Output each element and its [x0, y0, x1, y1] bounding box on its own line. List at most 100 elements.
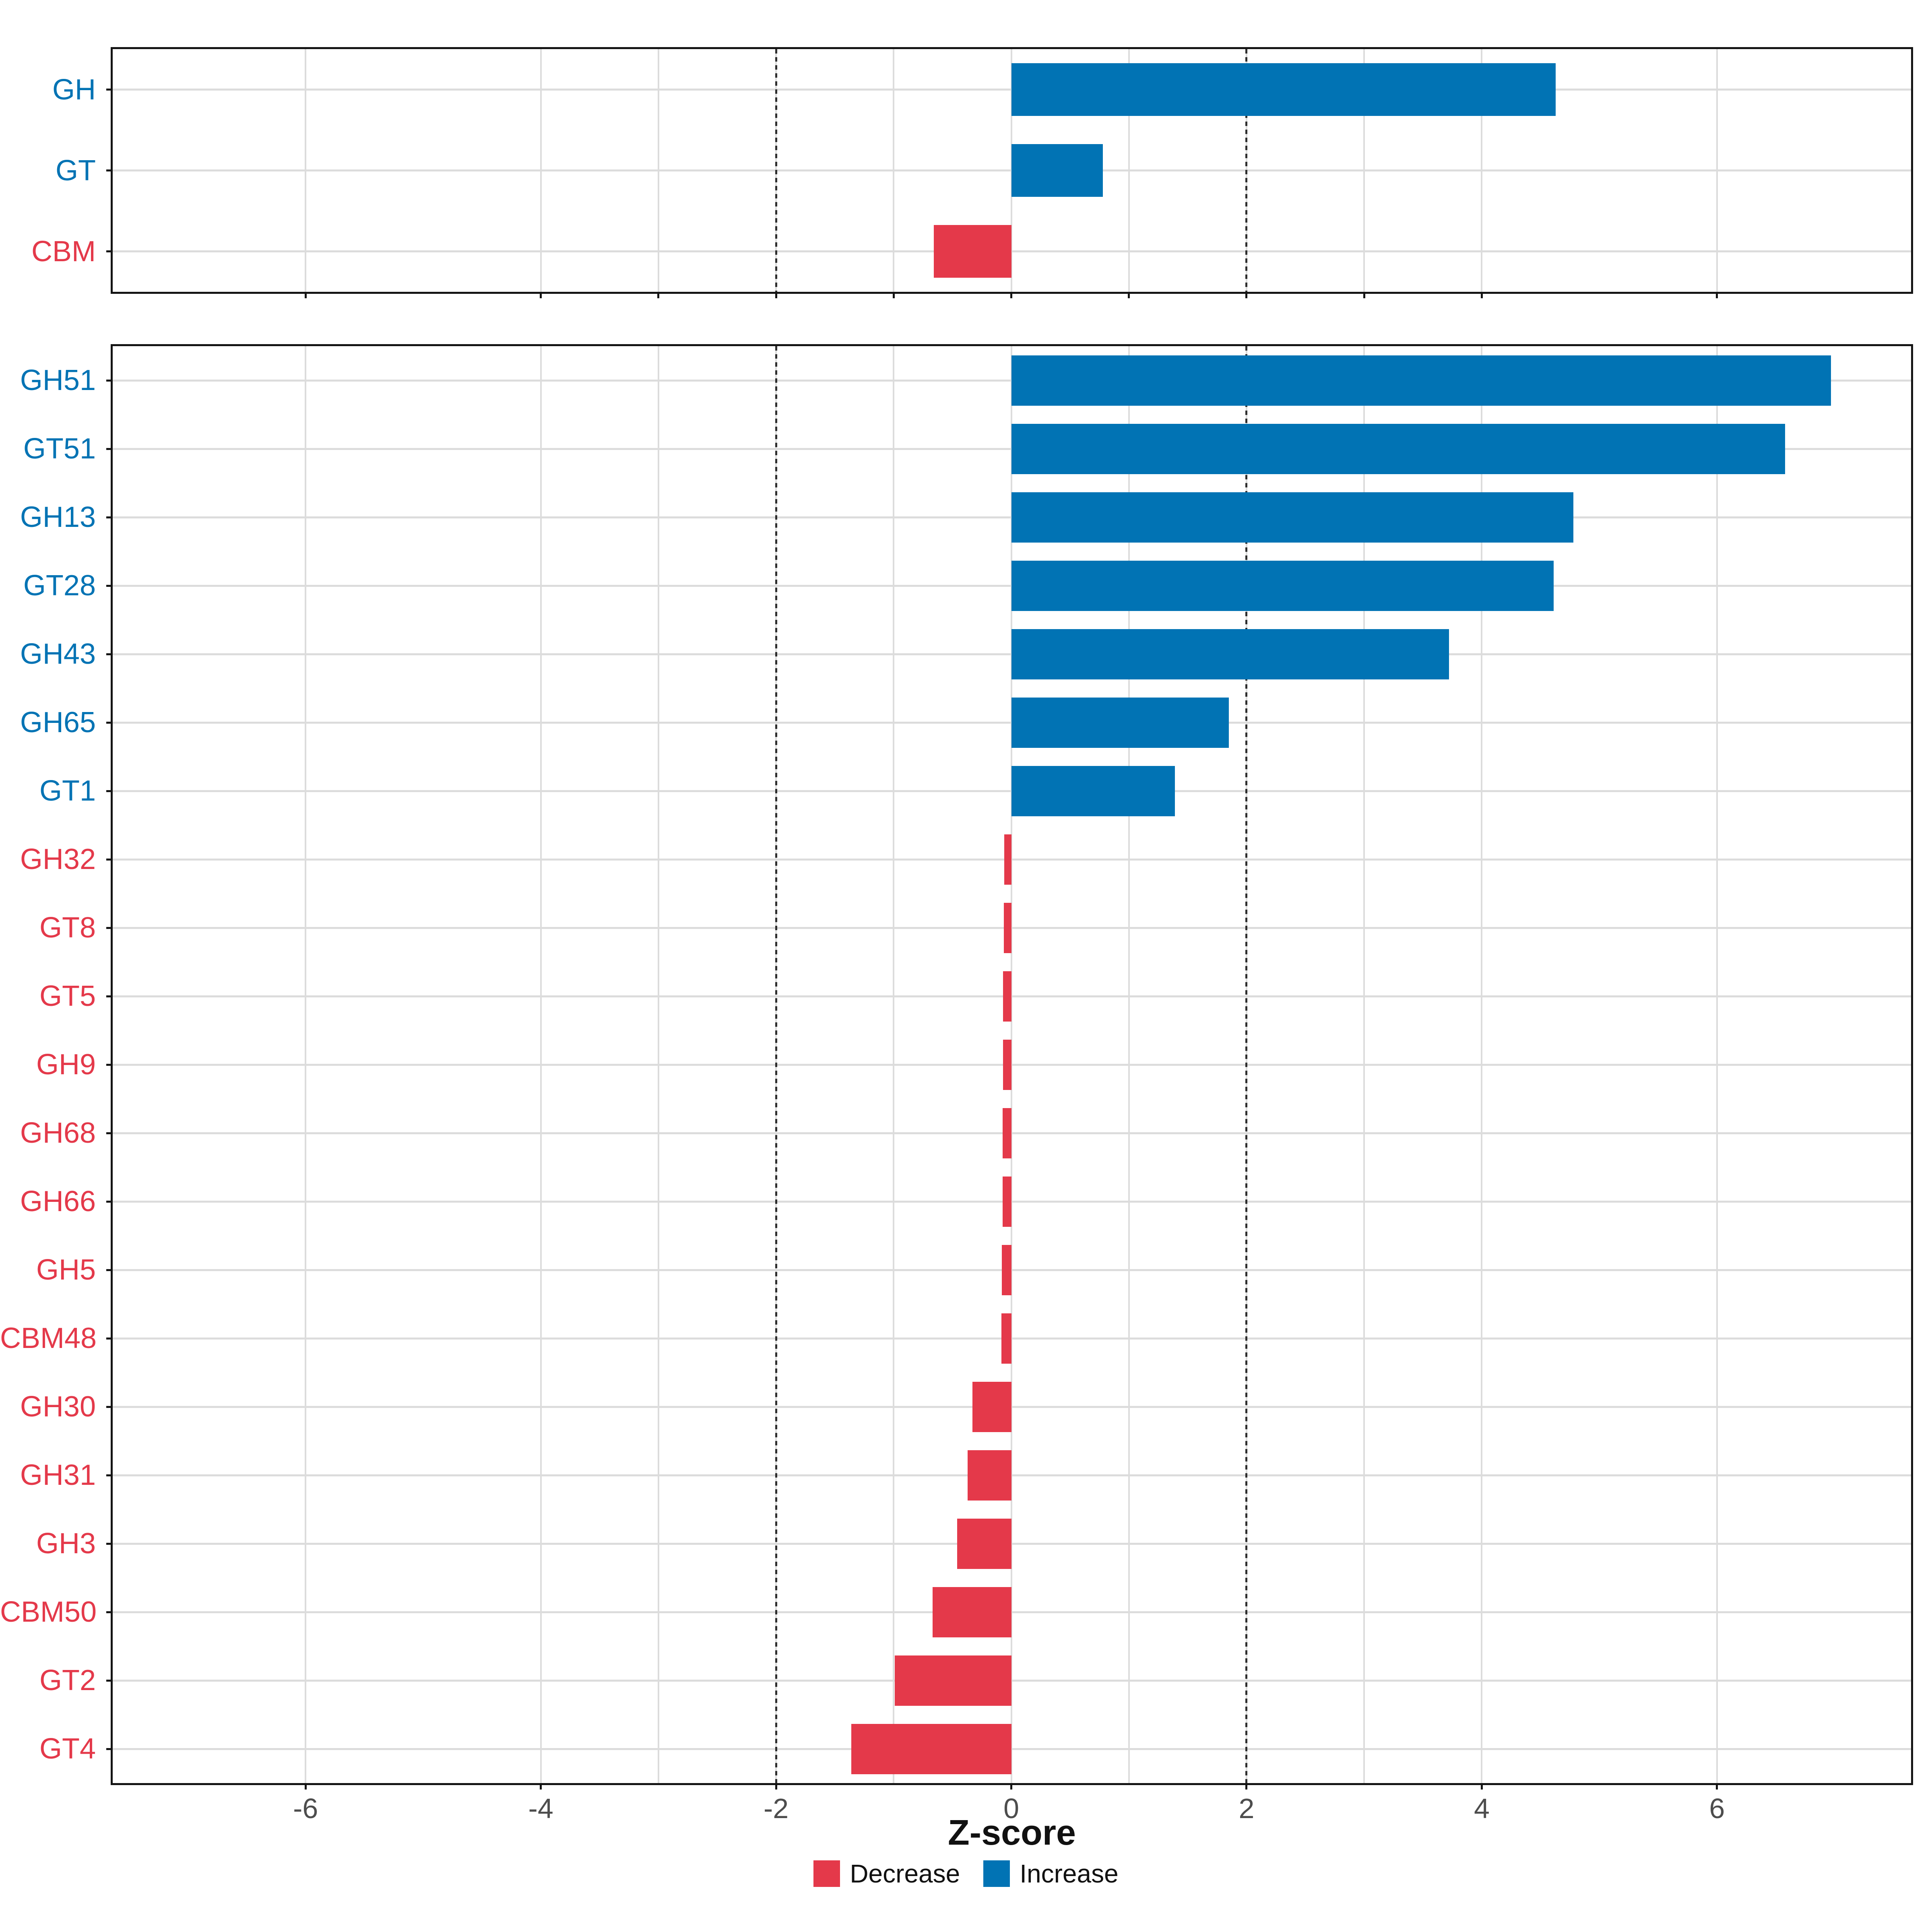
x-tick — [1010, 1783, 1013, 1790]
bar-GT28 — [1011, 560, 1554, 611]
x-gridline — [1010, 346, 1012, 1783]
legend-swatch — [813, 1860, 840, 1887]
bar-GH66 — [1002, 1176, 1011, 1227]
bar-GH65 — [1011, 697, 1229, 748]
x-tick — [304, 1783, 307, 1790]
bar-GH32 — [1004, 834, 1011, 885]
y-axis-label-GH32: GH32 — [20, 843, 96, 875]
bar-GT — [1011, 144, 1103, 197]
y-axis-label-GH68: GH68 — [20, 1117, 96, 1149]
x-tick — [1245, 292, 1248, 298]
y-tick — [106, 1611, 113, 1613]
x-tick — [540, 292, 542, 298]
bar-GT8 — [1003, 902, 1011, 953]
x-gridline — [893, 49, 895, 292]
x-tick — [775, 1783, 777, 1790]
x-tick-label: -4 — [528, 1793, 553, 1824]
x-gridline — [1128, 346, 1130, 1783]
bar-GH43 — [1011, 629, 1449, 679]
y-axis-label-GT5: GT5 — [39, 980, 96, 1012]
y-axis-label-GT8: GT8 — [39, 912, 96, 944]
y-tick — [106, 995, 113, 997]
x-gridline — [893, 346, 895, 1783]
x-tick — [657, 292, 660, 298]
y-tick — [106, 250, 113, 252]
x-tick-label: 4 — [1474, 1793, 1490, 1824]
bar-GH31 — [968, 1450, 1011, 1501]
y-axis-label-GT51: GT51 — [23, 433, 96, 465]
y-tick — [106, 1063, 113, 1066]
y-tick — [106, 858, 113, 861]
x-gridline — [305, 49, 307, 292]
x-gridline — [657, 346, 659, 1783]
bar-GH — [1011, 63, 1556, 116]
x-gridline — [1128, 49, 1130, 292]
y-axis-label-GH43: GH43 — [20, 638, 96, 670]
dotted-reference-line — [1245, 346, 1248, 1783]
y-tick — [106, 89, 113, 91]
y-tick — [106, 653, 113, 655]
y-tick — [106, 1132, 113, 1134]
y-tick — [106, 927, 113, 929]
y-tick — [106, 448, 113, 450]
bar-GH30 — [972, 1381, 1011, 1432]
bar-GT5 — [1003, 971, 1011, 1022]
y-axis-label-GH3: GH3 — [36, 1527, 96, 1560]
y-axis-label-GT4: GT4 — [39, 1733, 96, 1765]
y-tick — [106, 169, 113, 171]
y-tick — [106, 1406, 113, 1408]
y-tick — [106, 790, 113, 792]
x-tick — [1245, 1783, 1248, 1790]
chart-panel-families — [111, 344, 1913, 1785]
bar-GT4 — [851, 1724, 1011, 1774]
y-axis-label-CBM50: CBM50 — [0, 1596, 97, 1628]
y-axis-label-GH65: GH65 — [20, 706, 96, 739]
y-axis-label-GT28: GT28 — [23, 570, 96, 602]
bar-CBM — [933, 225, 1011, 278]
x-tick — [1480, 1783, 1483, 1790]
legend: Decrease Increase — [0, 1859, 1932, 1889]
y-tick — [106, 516, 113, 518]
y-axis-label-GT2: GT2 — [39, 1664, 96, 1697]
y-axis-label-GT1: GT1 — [39, 775, 96, 807]
bar-GH3 — [957, 1518, 1011, 1569]
x-gridline — [305, 346, 307, 1783]
dotted-reference-line — [775, 346, 777, 1783]
bar-CBM48 — [1001, 1313, 1011, 1364]
bar-GH13 — [1011, 492, 1574, 543]
bar-GT1 — [1011, 766, 1175, 816]
y-tick — [106, 1679, 113, 1682]
x-gridline — [1716, 346, 1718, 1783]
legend-swatch — [983, 1860, 1010, 1887]
x-gridline — [540, 346, 542, 1783]
y-axis-label-GH9: GH9 — [36, 1049, 96, 1081]
y-tick — [106, 721, 113, 724]
x-gridline — [1363, 49, 1365, 292]
x-tick — [1363, 292, 1365, 298]
y-tick — [106, 1337, 113, 1340]
y-tick — [106, 1542, 113, 1545]
y-tick — [106, 584, 113, 587]
bar-GH9 — [1003, 1039, 1011, 1090]
x-tick — [1128, 292, 1130, 298]
x-gridline — [1481, 346, 1483, 1783]
y-tick — [106, 1474, 113, 1476]
x-tick — [1716, 1783, 1718, 1790]
y-axis-label-CBM: CBM — [31, 235, 96, 268]
dotted-reference-line — [1245, 49, 1248, 292]
x-tick — [540, 1783, 542, 1790]
x-gridline — [1716, 49, 1718, 292]
y-axis-label-GT: GT — [56, 154, 96, 187]
bar-GH68 — [1002, 1108, 1011, 1158]
y-axis-label-GH: GH — [52, 73, 96, 106]
x-gridline — [657, 49, 659, 292]
x-tick-label: -2 — [763, 1793, 789, 1824]
y-tick — [106, 1269, 113, 1271]
y-tick — [106, 379, 113, 382]
legend-item-increase: Increase — [983, 1859, 1119, 1889]
legend-item-decrease: Decrease — [813, 1859, 960, 1889]
bar-GH5 — [1002, 1245, 1011, 1295]
x-tick — [304, 292, 307, 298]
bar-GH51 — [1011, 355, 1831, 406]
y-axis-label-GH31: GH31 — [20, 1459, 96, 1491]
